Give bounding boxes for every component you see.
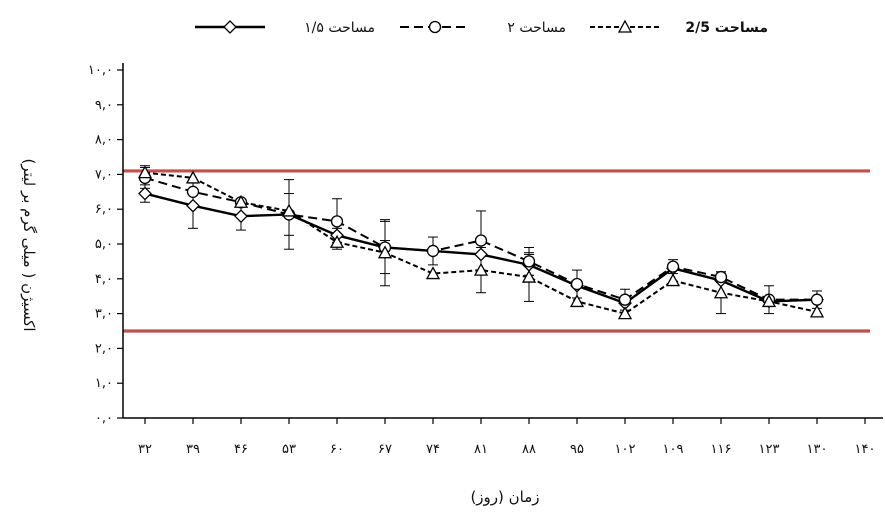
data-point-triangle (617, 306, 633, 320)
series-markers (137, 165, 825, 320)
data-point-circle (666, 260, 680, 273)
data-point-triangle (569, 294, 585, 308)
data-point-triangle (713, 285, 729, 299)
data-point-triangle (377, 245, 393, 259)
x-tick-label: ۶۷ (378, 442, 392, 457)
y-tick-label: ۶,۰ (95, 202, 113, 217)
legend-marker-diamond (223, 20, 237, 34)
x-tick-label: ۱۴۰ (855, 442, 876, 457)
x-tick-label: ۱۱۶ (711, 442, 732, 457)
reference-lines (123, 169, 870, 333)
x-tick-label: ۵۳ (282, 442, 296, 457)
legend-label: مساحت ۱/۵ (304, 20, 375, 36)
data-point-diamond (138, 186, 152, 201)
data-point-circle (330, 215, 344, 228)
data-point-circle (618, 293, 632, 306)
data-point-circle (522, 255, 536, 268)
y-tick-label: ۱,۰ (95, 376, 113, 391)
data-point-triangle (809, 304, 825, 318)
data-point-circle (714, 270, 728, 284)
data-point-triangle (137, 165, 153, 179)
y-tick-label: ۹,۰ (95, 98, 113, 113)
legend-label: مساحت 2/5 (685, 20, 768, 36)
data-point-diamond (186, 198, 200, 213)
y-tick-label: ۲,۰ (95, 341, 113, 356)
data-point-triangle (761, 294, 777, 308)
x-tick-label: ۶۰ (330, 442, 344, 457)
legend-marker-triangle (617, 19, 633, 33)
y-axis-title: اکسیژن ( میلی گرم بر لیتر) (20, 158, 38, 331)
y-tick-label: ۱۰,۰ (88, 63, 113, 78)
y-tick-label: ۰,۰ (95, 411, 113, 426)
data-point-diamond (474, 247, 488, 262)
data-point-circle (810, 293, 824, 306)
legend-label: مساحت ۲ (507, 20, 566, 36)
x-tick-label: ۸۱ (474, 442, 488, 457)
data-point-triangle (425, 266, 441, 280)
x-tick-label: ۱۲۳ (759, 442, 780, 457)
axes: ۰,۰ ۱,۰ ۲,۰ ۳,۰ ۴,۰ ۵,۰ ۶,۰ ۷,۰ ۸,۰ ۹,۰ ۱۰,۰ ۳۲ ۳۹ ۴۶… (88, 63, 883, 457)
x-axis-title: زمان (روز) (470, 488, 539, 506)
x-tick-label: ۳۲ (138, 442, 152, 457)
legend-marker-circle (428, 20, 442, 34)
x-tick-label: ۴۶ (234, 442, 248, 457)
x-tick-label: ۸۸ (522, 442, 536, 457)
y-tick-label: ۳,۰ (95, 307, 113, 322)
data-point-circle (474, 234, 488, 247)
x-tick-label: ۷۴ (426, 442, 440, 457)
series-line-triangle (144, 171, 818, 315)
data-point-diamond (234, 209, 248, 224)
data-point-circle (570, 277, 584, 291)
x-tick-label: ۱۰۲ (615, 442, 636, 457)
y-tick-label: ۵,۰ (95, 237, 113, 252)
x-tick-label: ۹۵ (570, 442, 584, 457)
x-tick-label: ۱۰۹ (663, 442, 684, 457)
data-point-triangle (329, 234, 345, 248)
y-tick-label: ۷,۰ (95, 167, 113, 182)
data-point-circle (426, 244, 440, 258)
y-tick-label: ۸,۰ (95, 133, 113, 148)
series-line-circle (144, 176, 817, 301)
x-tick-label: ۱۳۰ (807, 442, 828, 457)
data-point-triangle (473, 262, 489, 276)
x-tick-label: ۳۹ (186, 442, 200, 457)
data-point-triangle (281, 203, 297, 217)
y-tick-label: ۴,۰ (95, 272, 113, 287)
data-point-triangle (185, 170, 201, 184)
data-point-triangle (665, 273, 681, 287)
data-point-triangle (521, 269, 537, 283)
data-point-triangle (233, 194, 249, 208)
data-point-circle (186, 185, 200, 198)
legend: مساحت ۱/۵ مساحت ۲ مساحت 2/5 (195, 19, 768, 36)
